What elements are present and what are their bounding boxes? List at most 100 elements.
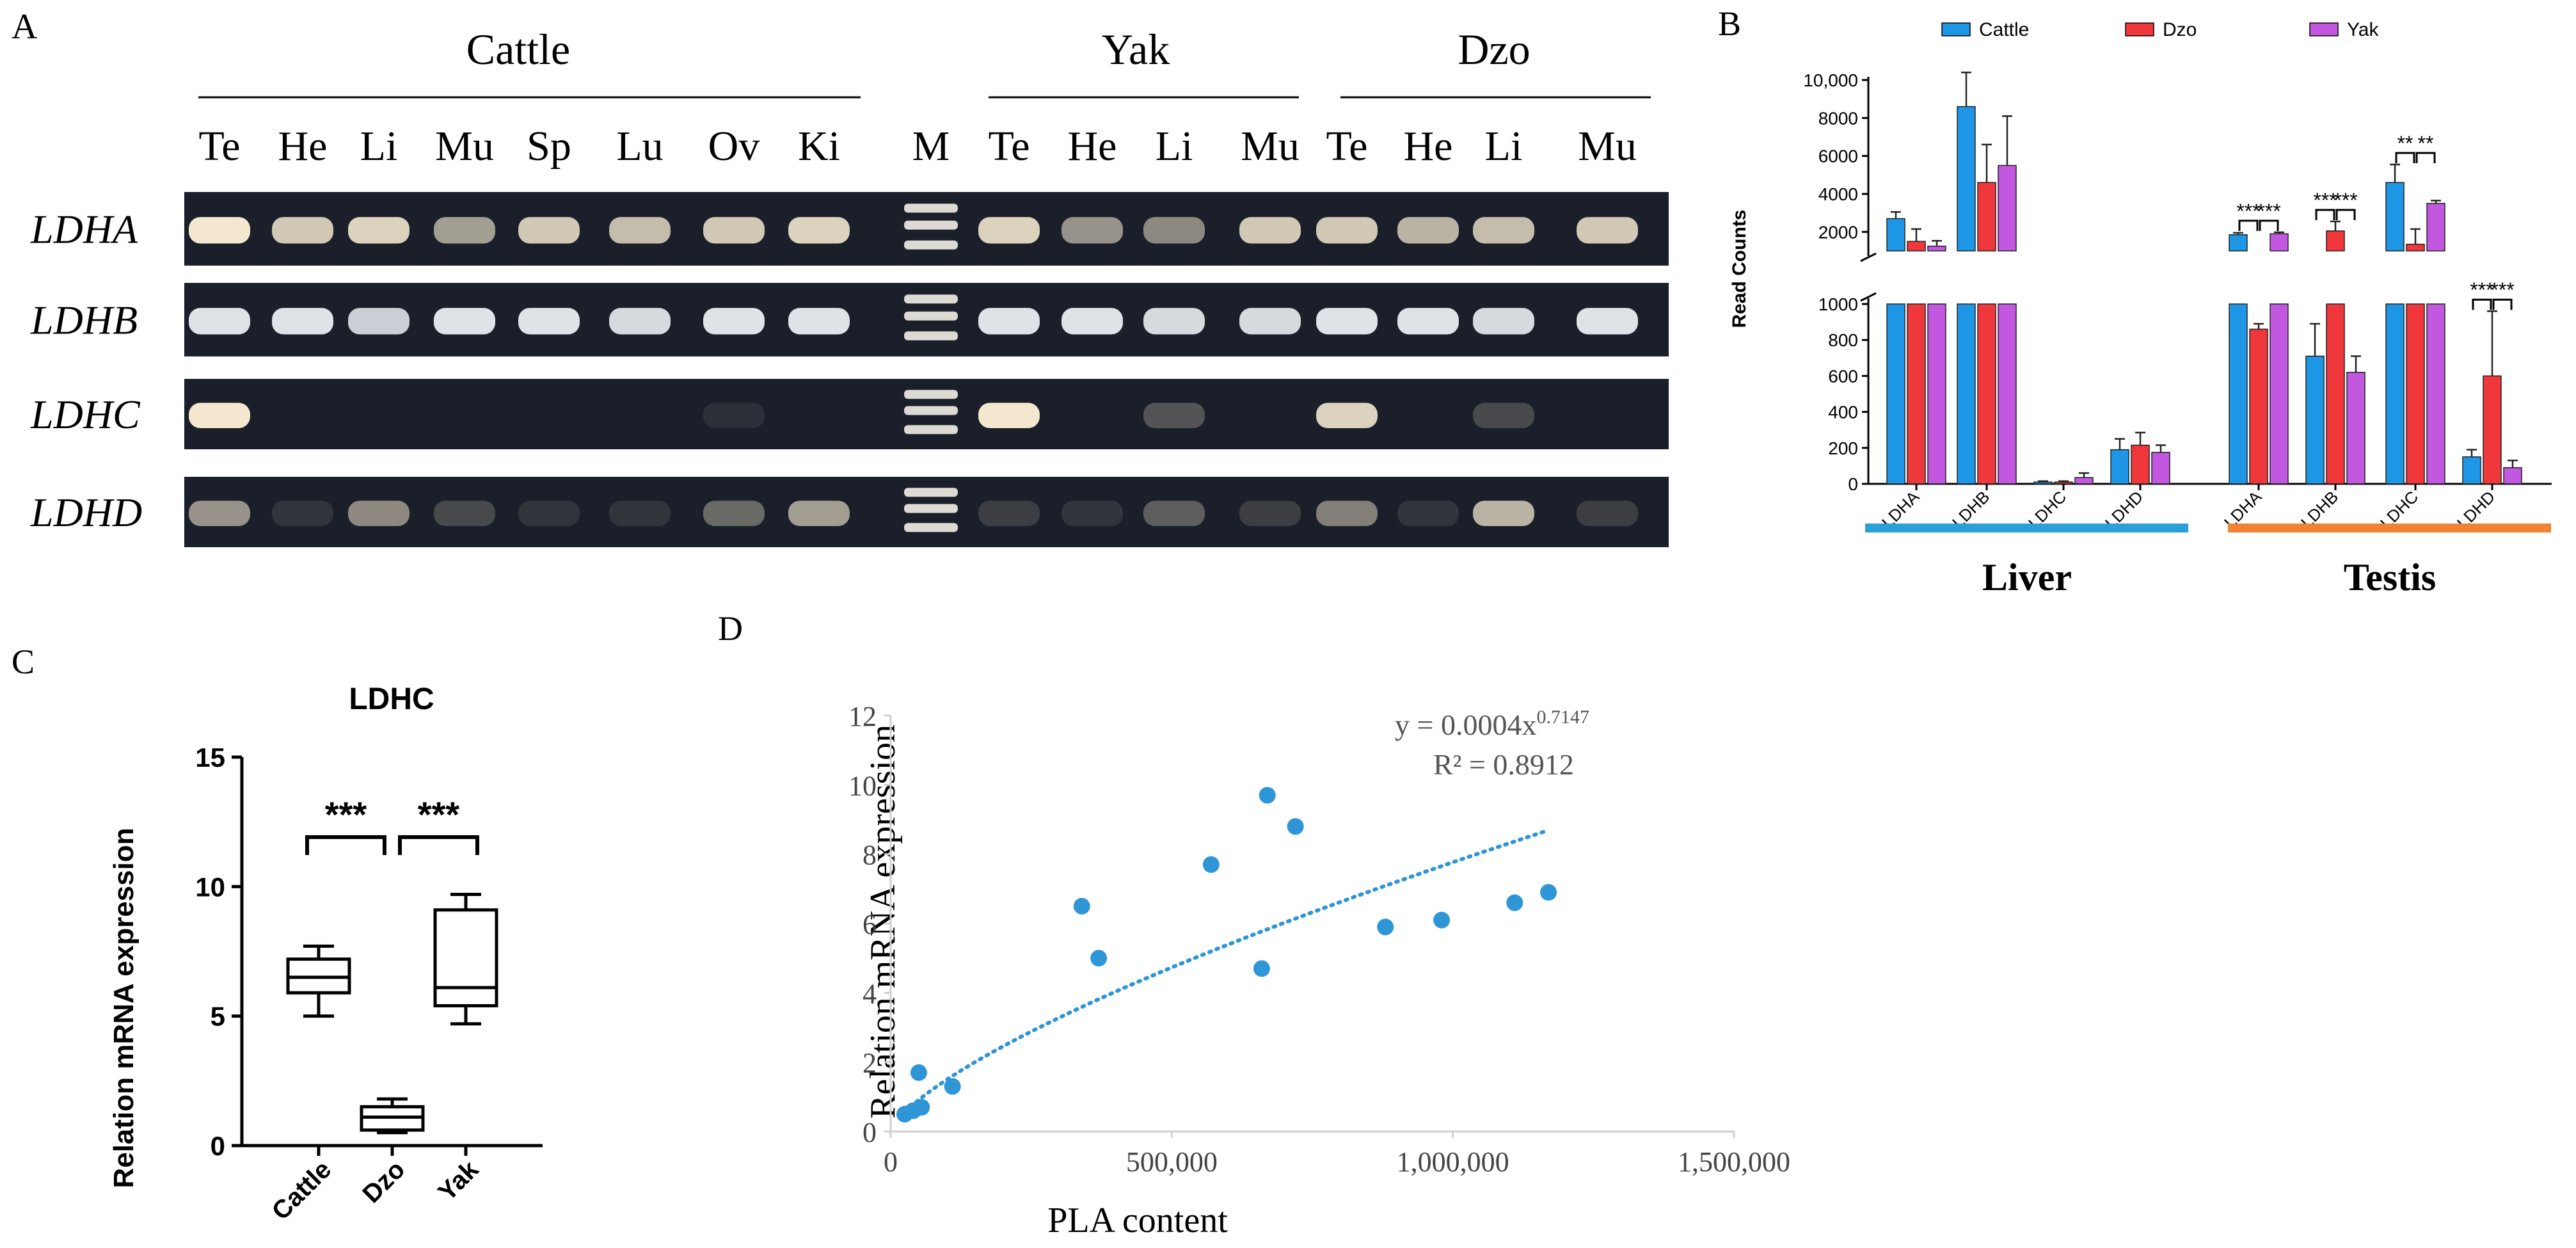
gel-band (518, 217, 580, 244)
gel-band (518, 500, 580, 526)
y-tick-label: 2000 (1818, 222, 1858, 242)
lane-label: Te (198, 123, 240, 170)
chart-title: LDHC (349, 682, 434, 716)
y-tick-label: 6 (863, 909, 877, 940)
significance-bracket (2472, 298, 2492, 310)
marker-band (904, 425, 958, 435)
bars (1886, 71, 2522, 484)
lane-label: Li (1156, 123, 1193, 170)
data-point (1433, 911, 1451, 929)
bar (2151, 452, 2170, 484)
gene-label: LDHD (30, 490, 142, 535)
gene-label: LDHA (30, 207, 138, 252)
y-tick-label: 6000 (1818, 147, 1858, 166)
significance-marks: ****** ******** ******** (2236, 132, 2515, 310)
bar (1927, 303, 1946, 484)
data-point (1253, 960, 1270, 977)
significance-label: *** (2257, 200, 2280, 223)
x-tick-label: Dzo (357, 1155, 410, 1208)
gel-band (1143, 403, 1205, 428)
gel-strips (184, 192, 1669, 547)
bar (2503, 467, 2522, 484)
gel-band (189, 217, 250, 244)
bar (2426, 303, 2445, 484)
y-axis-label: Relation mRNA expression (863, 724, 903, 1119)
gel-band (1239, 217, 1301, 244)
gene-label: LDHB (30, 298, 138, 343)
bar (1957, 303, 1976, 484)
y-tick-label: 800 (1828, 330, 1858, 350)
legend-label: Yak (2347, 19, 2379, 40)
axis-break (1860, 252, 1877, 302)
y-tick-label: 1000 (1818, 294, 1858, 314)
bar (1977, 182, 1996, 252)
bar (1957, 106, 1976, 252)
gel-band (1316, 217, 1378, 244)
panel-d-label: D (718, 609, 743, 648)
gel-band (978, 217, 1040, 244)
x-tick-label: 1,000,000 (1397, 1146, 1509, 1178)
axes: 0 2 4 6 8 10 12 0 500,000 1,000,000 1,500,000 (848, 701, 1790, 1178)
gel-band (1143, 308, 1205, 335)
trend-line (903, 828, 1550, 1114)
legend-swatch (2125, 22, 2154, 36)
significance-label: *** (2490, 278, 2514, 301)
data-point (1073, 897, 1090, 915)
gel-band (272, 500, 333, 526)
panel-c-box-plot: C LDHC Relation mRNA expression 0 5 10 15 Ca… (12, 643, 543, 1226)
gel-band (703, 500, 765, 526)
x-tick-label: 500,000 (1126, 1146, 1218, 1178)
bar (2483, 375, 2502, 484)
gel-band (1577, 217, 1638, 244)
gel-band (609, 217, 671, 244)
gel-band (1143, 217, 1205, 244)
data-point (1540, 884, 1557, 901)
gel-band (1473, 500, 1534, 526)
y-tick-label: 8000 (1818, 108, 1858, 128)
bar (2110, 449, 2129, 484)
gel-band (609, 500, 671, 526)
gel-band (978, 500, 1040, 526)
marker-band (904, 488, 958, 497)
gel-band (1239, 500, 1301, 526)
gel-band (272, 217, 333, 244)
x-tick-label: Yak (433, 1155, 484, 1206)
significance-label: *** (2313, 189, 2337, 212)
y-axis-label: Relation mRNA expression (108, 828, 139, 1188)
group-label-cattle: Cattle (466, 25, 570, 74)
data-point (1287, 818, 1304, 835)
lane-label: Li (360, 123, 398, 170)
gel-band (609, 308, 671, 335)
box (433, 908, 498, 1007)
data-point (1377, 918, 1394, 936)
x-tick-label: Cattle (267, 1155, 337, 1226)
gel-band (189, 308, 250, 335)
legend-label: Cattle (1979, 19, 2029, 40)
bar (2426, 203, 2445, 252)
gel-band (1061, 308, 1123, 335)
data-point (910, 1064, 927, 1081)
significance-bracket (2335, 209, 2356, 221)
y-tick-label: 15 (195, 742, 225, 772)
significance-label: *** (2334, 189, 2357, 212)
liver-group-bar (1865, 524, 2188, 532)
panel-a-gel: A Cattle Yak Dzo Te He Li Mu Sp Lu Ov Ki M Te He Li… (12, 7, 1669, 547)
bar (2054, 481, 2073, 484)
gene-labels: LDHA LDHB LDHC LDHD (30, 207, 142, 536)
axes: 0 200 400 600 800 1000 2000 4000 6000 8000 10,000 (1803, 70, 2552, 494)
y-tick-label: 600 (1828, 366, 1858, 386)
gel-band (978, 403, 1040, 428)
y-tick-label: 10 (195, 872, 225, 902)
group-label-dzo: Dzo (1458, 25, 1530, 74)
marker-band (904, 240, 958, 250)
gel-band (348, 500, 409, 526)
significance-label: *** (325, 794, 367, 835)
significance-label: ** (2397, 132, 2413, 155)
gel-band (1316, 500, 1378, 526)
group-label-testis: Testis (2344, 556, 2437, 598)
y-tick-label: 4 (863, 978, 877, 1009)
data-point (944, 1078, 961, 1095)
significance-bracket (2238, 220, 2259, 231)
bar (2033, 481, 2053, 484)
